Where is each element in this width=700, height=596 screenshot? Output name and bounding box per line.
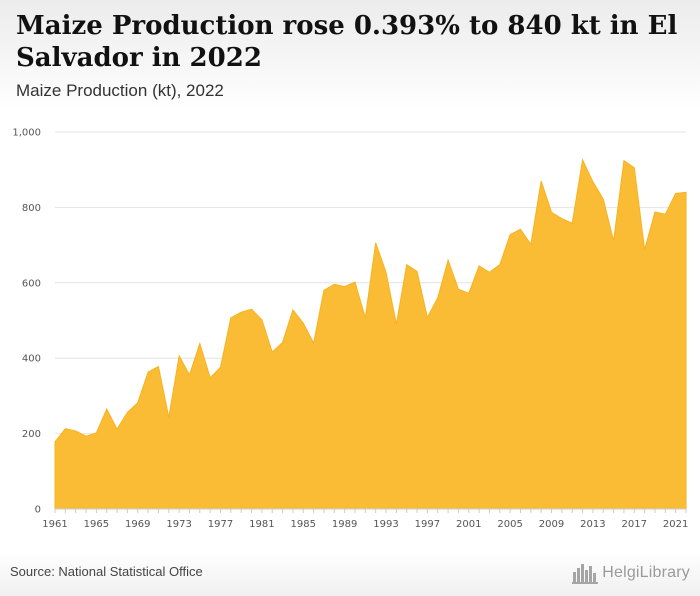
data-point[interactable] [612,239,616,243]
data-point[interactable] [529,242,533,246]
x-tick-label: 2009 [539,519,564,530]
data-point[interactable] [167,415,171,419]
data-point[interactable] [415,269,419,273]
data-point[interactable] [581,158,585,162]
data-point[interactable] [467,291,471,295]
chart-area: 0 200 400 600 800 1,000 1961 1965 1969 1973 1977 1… [0,112,700,552]
data-point[interactable] [456,287,460,291]
data-point[interactable] [187,373,191,377]
data-point[interactable] [405,263,409,267]
data-point[interactable] [363,316,367,320]
source-note: Source: National Statistical Office [10,564,203,579]
x-tick-label: 1969 [125,519,150,530]
data-point[interactable] [498,263,502,267]
data-point[interactable] [674,191,678,195]
data-point[interactable] [343,285,347,289]
x-tick-label: 2017 [622,519,647,530]
x-tick-label: 1977 [208,519,233,530]
series-area-layer [53,158,688,510]
y-tick-label: 0 [35,505,41,516]
x-tick-label: 1997 [415,519,440,530]
data-point[interactable] [601,197,605,201]
data-point[interactable] [115,427,119,431]
y-tick-label: 400 [22,354,41,365]
data-point[interactable] [332,282,336,286]
x-tick-label: 1965 [84,519,109,530]
data-point[interactable] [632,166,636,170]
data-point[interactable] [291,308,295,312]
data-point[interactable] [550,210,554,214]
data-point[interactable] [653,210,657,214]
data-point[interactable] [146,370,150,374]
data-point[interactable] [208,376,212,380]
data-point[interactable] [560,217,564,221]
city-skyline-icon [572,564,599,584]
data-point[interactable] [84,434,88,438]
data-point[interactable] [74,429,78,433]
data-point[interactable] [322,288,326,292]
logo-text: HelgiLibrary [602,564,690,581]
y-axis-labels: 0 200 400 600 800 1,000 [12,128,41,516]
data-point[interactable] [539,179,543,183]
data-point[interactable] [663,212,667,216]
data-point[interactable] [63,427,67,431]
footer: Source: National Statistical Office Helg… [0,552,700,596]
chart-subtitle: Maize Production (kt), 2022 [16,81,224,100]
data-point[interactable] [477,264,481,268]
data-point[interactable] [570,221,574,225]
data-point[interactable] [53,440,57,444]
data-point[interactable] [622,159,626,163]
data-point[interactable] [136,401,140,405]
x-tick-label: 2001 [456,519,481,530]
data-point[interactable] [446,258,450,262]
data-point[interactable] [94,431,98,435]
data-point[interactable] [425,315,429,319]
data-point[interactable] [508,233,512,237]
x-tick-label: 1989 [332,519,357,530]
data-point[interactable] [436,296,440,300]
data-point[interactable] [125,410,129,414]
data-point[interactable] [219,365,223,369]
data-point[interactable] [198,341,202,345]
y-tick-label: 800 [22,203,41,214]
data-point[interactable] [591,180,595,184]
data-point[interactable] [105,407,109,411]
data-point[interactable] [384,270,388,274]
y-tick-label: 600 [22,278,41,289]
series-area [54,158,687,510]
x-tick-label: 1993 [373,519,398,530]
data-point[interactable] [374,241,378,245]
data-point[interactable] [270,350,274,354]
x-tick-label: 2021 [663,519,688,530]
data-point[interactable] [487,270,491,274]
data-point[interactable] [177,354,181,358]
x-tick-label: 2013 [580,519,605,530]
x-axis: 1961 1965 1969 1973 1977 1981 1985 1989 1993 1997… [42,508,688,530]
data-point[interactable] [239,310,243,314]
header-band: Maize Production rose 0.393% to 840 kt i… [0,0,700,112]
x-tick-label: 1981 [249,519,274,530]
x-tick-label: 2005 [497,519,522,530]
y-tick-label: 200 [22,429,41,440]
data-point[interactable] [281,340,285,344]
data-point[interactable] [229,316,233,320]
data-point[interactable] [312,341,316,345]
data-point[interactable] [260,318,264,322]
data-point[interactable] [643,248,647,252]
y-tick-label: 1,000 [12,128,41,139]
data-point[interactable] [250,307,254,311]
x-tick-label: 1985 [291,519,316,530]
x-tick-label: 1973 [166,519,191,530]
data-point[interactable] [518,227,522,231]
data-point[interactable] [156,364,160,368]
helgi-library-logo[interactable]: HelgiLibrary [572,560,690,586]
data-point[interactable] [353,280,357,284]
x-tick-label: 1961 [42,519,67,530]
data-point[interactable] [301,321,305,325]
data-point[interactable] [684,190,688,194]
page-title: Maize Production rose 0.393% to 840 kt i… [16,11,678,73]
data-point[interactable] [394,322,398,326]
